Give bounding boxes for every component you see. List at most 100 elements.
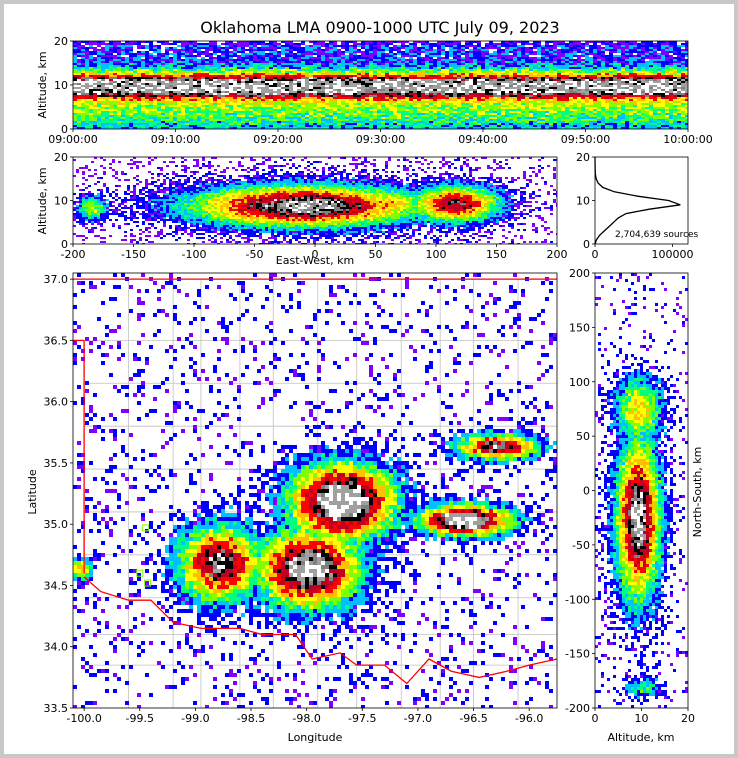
time-altitude-cell (257, 61, 261, 63)
time-altitude-cell (165, 69, 169, 71)
time-altitude-cell (177, 99, 181, 101)
time-altitude-cell (405, 75, 409, 77)
time-altitude-cell (149, 113, 153, 115)
time-altitude-cell (301, 97, 305, 99)
time-altitude-cell (165, 123, 169, 125)
time-altitude-cell (145, 91, 149, 93)
time-altitude-cell (129, 69, 133, 71)
time-altitude-cell (141, 121, 145, 123)
time-altitude-cell (113, 121, 117, 123)
time-altitude-cell (349, 59, 353, 61)
time-altitude-cell (185, 77, 189, 79)
time-altitude-cell (169, 53, 173, 55)
time-altitude-cell (265, 109, 269, 111)
time-altitude-cell (105, 89, 109, 91)
time-altitude-cell (485, 107, 489, 109)
time-altitude-cell (261, 93, 265, 95)
time-altitude-cell (353, 113, 357, 115)
time-altitude-cell (473, 109, 477, 111)
time-altitude-cell (381, 45, 385, 47)
time-altitude-cell (481, 63, 485, 65)
time-altitude-cell (197, 105, 201, 107)
time-altitude-cell (169, 95, 173, 97)
time-altitude-cell (289, 85, 293, 87)
time-altitude-cell (481, 111, 485, 113)
time-altitude-cell (305, 63, 309, 65)
time-altitude-cell (117, 85, 121, 87)
time-altitude-cell (373, 77, 377, 79)
time-altitude-cell (313, 113, 317, 115)
time-altitude-cell (217, 119, 221, 121)
time-altitude-cell (261, 41, 265, 43)
time-altitude-cell (177, 55, 181, 57)
time-altitude-cell (177, 119, 181, 121)
time-altitude-cell (337, 61, 341, 63)
time-altitude-cell (421, 59, 425, 61)
time-altitude-cell (381, 49, 385, 51)
time-altitude-cell (325, 103, 329, 105)
time-altitude-cell (529, 81, 533, 83)
time-altitude-cell (501, 123, 505, 125)
time-altitude-cell (229, 81, 233, 83)
time-altitude-cell (341, 115, 345, 117)
time-altitude-cell (213, 119, 217, 121)
time-altitude-cell (481, 89, 485, 91)
time-altitude-cell (521, 95, 525, 97)
time-altitude-cell (477, 123, 481, 125)
time-altitude-cell (289, 123, 293, 125)
time-altitude-cell (309, 49, 313, 51)
time-altitude-cell (169, 89, 173, 91)
time-altitude-cell (93, 107, 97, 109)
time-altitude-cell (417, 87, 421, 89)
time-altitude-cell (77, 95, 81, 97)
time-altitude-cell (173, 113, 177, 115)
time-altitude-cell (181, 111, 185, 113)
time-altitude-cell (481, 53, 485, 55)
time-altitude-cell (297, 125, 301, 127)
time-altitude-cell (113, 107, 117, 109)
time-altitude-cell (273, 41, 277, 43)
time-altitude-cell (237, 93, 241, 95)
time-altitude-cell (333, 77, 337, 79)
time-altitude-cell (353, 83, 357, 85)
time-altitude-cell (481, 87, 485, 89)
time-altitude-cell (421, 117, 425, 119)
time-altitude-cell (505, 63, 509, 65)
time-altitude-cell (377, 125, 381, 127)
time-altitude-cell (97, 111, 101, 113)
time-altitude-cell (225, 101, 229, 103)
time-altitude-cell (161, 117, 165, 119)
time-altitude-cell (441, 111, 445, 113)
time-altitude-cell (421, 65, 425, 67)
time-altitude-cell (249, 119, 253, 121)
time-altitude-cell (309, 69, 313, 71)
time-altitude-cell (97, 77, 101, 79)
time-altitude-cell (465, 69, 469, 71)
time-altitude-cell (193, 127, 197, 129)
time-altitude-cell (321, 101, 325, 103)
time-altitude-cell (241, 63, 245, 65)
time-altitude-cell (501, 93, 505, 95)
time-altitude-cell (133, 127, 137, 129)
time-altitude-cell (437, 127, 441, 129)
time-altitude-cell (477, 89, 481, 91)
time-altitude-cell (397, 41, 401, 43)
time-altitude-cell (261, 113, 265, 115)
time-altitude-cell (357, 45, 361, 47)
time-altitude-cell (397, 67, 401, 69)
time-altitude-cell (177, 111, 181, 113)
time-altitude-cell (417, 91, 421, 93)
time-altitude-cell (321, 121, 325, 123)
time-altitude-cell (101, 103, 105, 105)
time-altitude-cell (89, 51, 93, 53)
time-altitude-cell (377, 73, 381, 75)
time-altitude-cell (477, 83, 481, 85)
time-altitude-cell (249, 93, 253, 95)
time-altitude-cell (405, 103, 409, 105)
time-altitude-cell (325, 77, 329, 79)
time-altitude-cell (269, 107, 273, 109)
time-altitude-cell (165, 105, 169, 107)
time-altitude-cell (149, 45, 153, 47)
time-altitude-cell (77, 79, 81, 81)
time-altitude-cell (461, 107, 465, 109)
